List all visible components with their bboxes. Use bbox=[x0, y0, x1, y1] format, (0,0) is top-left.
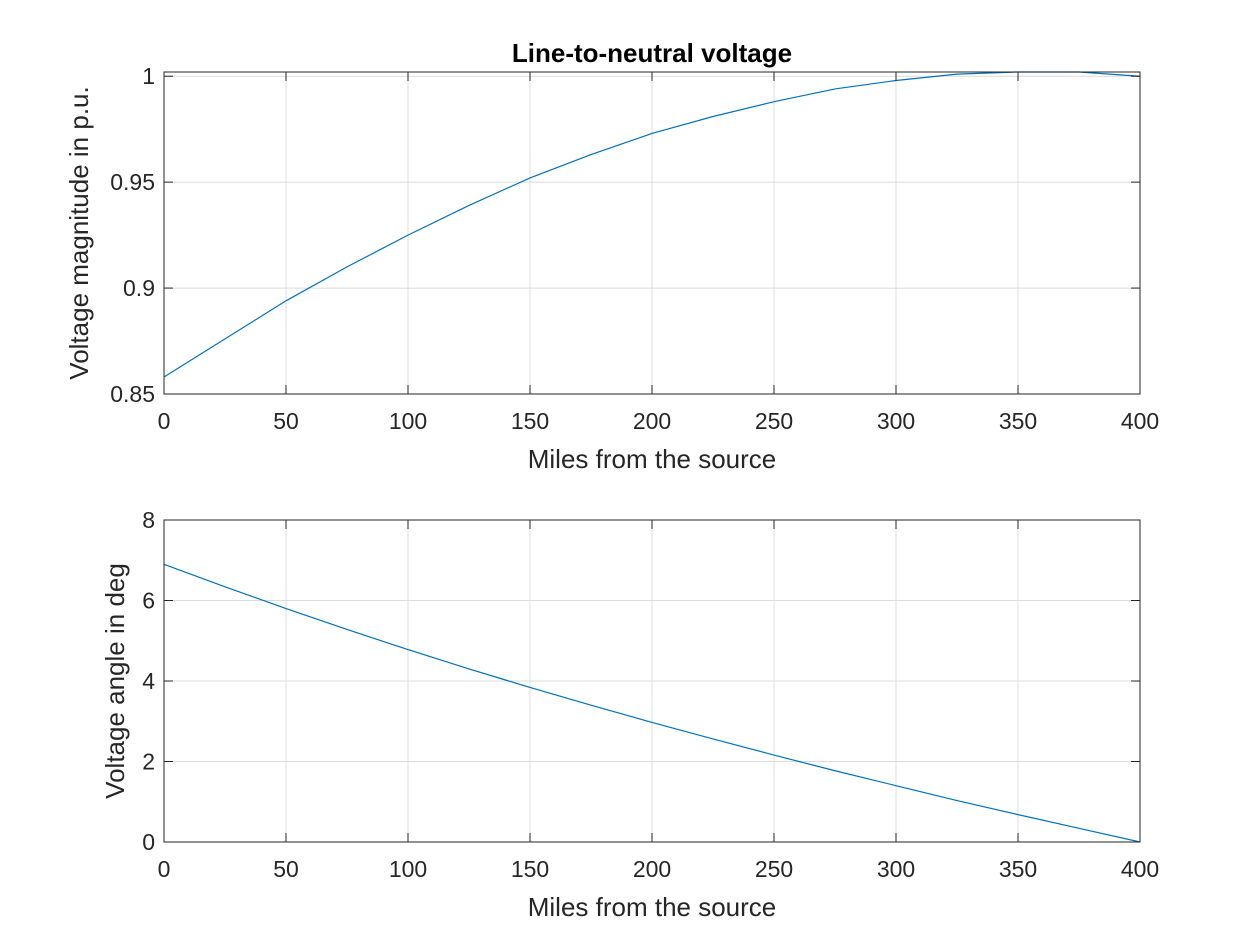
y-tick-label: 0 bbox=[142, 829, 155, 855]
x-tick-label: 200 bbox=[633, 408, 671, 434]
x-tick-label: 350 bbox=[999, 408, 1037, 434]
y-tick-label: 0.85 bbox=[110, 381, 155, 407]
y-axis-label: Voltage angle in deg bbox=[100, 563, 130, 799]
x-tick-label: 400 bbox=[1121, 856, 1159, 882]
x-tick-label: 150 bbox=[511, 856, 549, 882]
x-tick-label: 100 bbox=[389, 856, 427, 882]
series-line bbox=[163, 71, 1141, 378]
x-tick-label: 150 bbox=[511, 408, 549, 434]
x-tick-label: 200 bbox=[633, 856, 671, 882]
chart-title: Line-to-neutral voltage bbox=[512, 38, 792, 68]
x-tick-label: 50 bbox=[273, 408, 299, 434]
voltage-angle-plot: 0 50 100 150 200 250 300 350 400 0 2 4 6 8 Miles from … bbox=[100, 507, 1159, 922]
x-tick-label: 350 bbox=[999, 856, 1037, 882]
x-axis-label: Miles from the source bbox=[528, 444, 777, 474]
y-tick-label: 2 bbox=[142, 749, 155, 775]
y-tick-label: 4 bbox=[142, 668, 155, 694]
x-tick-label: 250 bbox=[755, 408, 793, 434]
x-axis-label: Miles from the source bbox=[528, 892, 777, 922]
x-tick-label: 400 bbox=[1121, 408, 1159, 434]
y-tick-label: 0.9 bbox=[123, 275, 155, 301]
y-tick-label: 6 bbox=[142, 588, 155, 614]
x-tick-label: 0 bbox=[158, 856, 171, 882]
y-axis-label: Voltage magnitude in p.u. bbox=[64, 86, 94, 379]
x-tick-label: 300 bbox=[877, 408, 915, 434]
series-line bbox=[163, 563, 1141, 843]
x-tick-label: 250 bbox=[755, 856, 793, 882]
x-tick-label: 50 bbox=[273, 856, 299, 882]
y-tick-label: 0.95 bbox=[110, 169, 155, 195]
x-tick-label: 100 bbox=[389, 408, 427, 434]
voltage-magnitude-plot: Line-to-neutral voltage 0 50 100 150 200 250 3… bbox=[64, 38, 1159, 474]
x-tick-label: 300 bbox=[877, 856, 915, 882]
y-tick-label: 1 bbox=[142, 63, 155, 89]
y-tick-label: 8 bbox=[142, 507, 155, 533]
x-tick-label: 0 bbox=[158, 408, 171, 434]
